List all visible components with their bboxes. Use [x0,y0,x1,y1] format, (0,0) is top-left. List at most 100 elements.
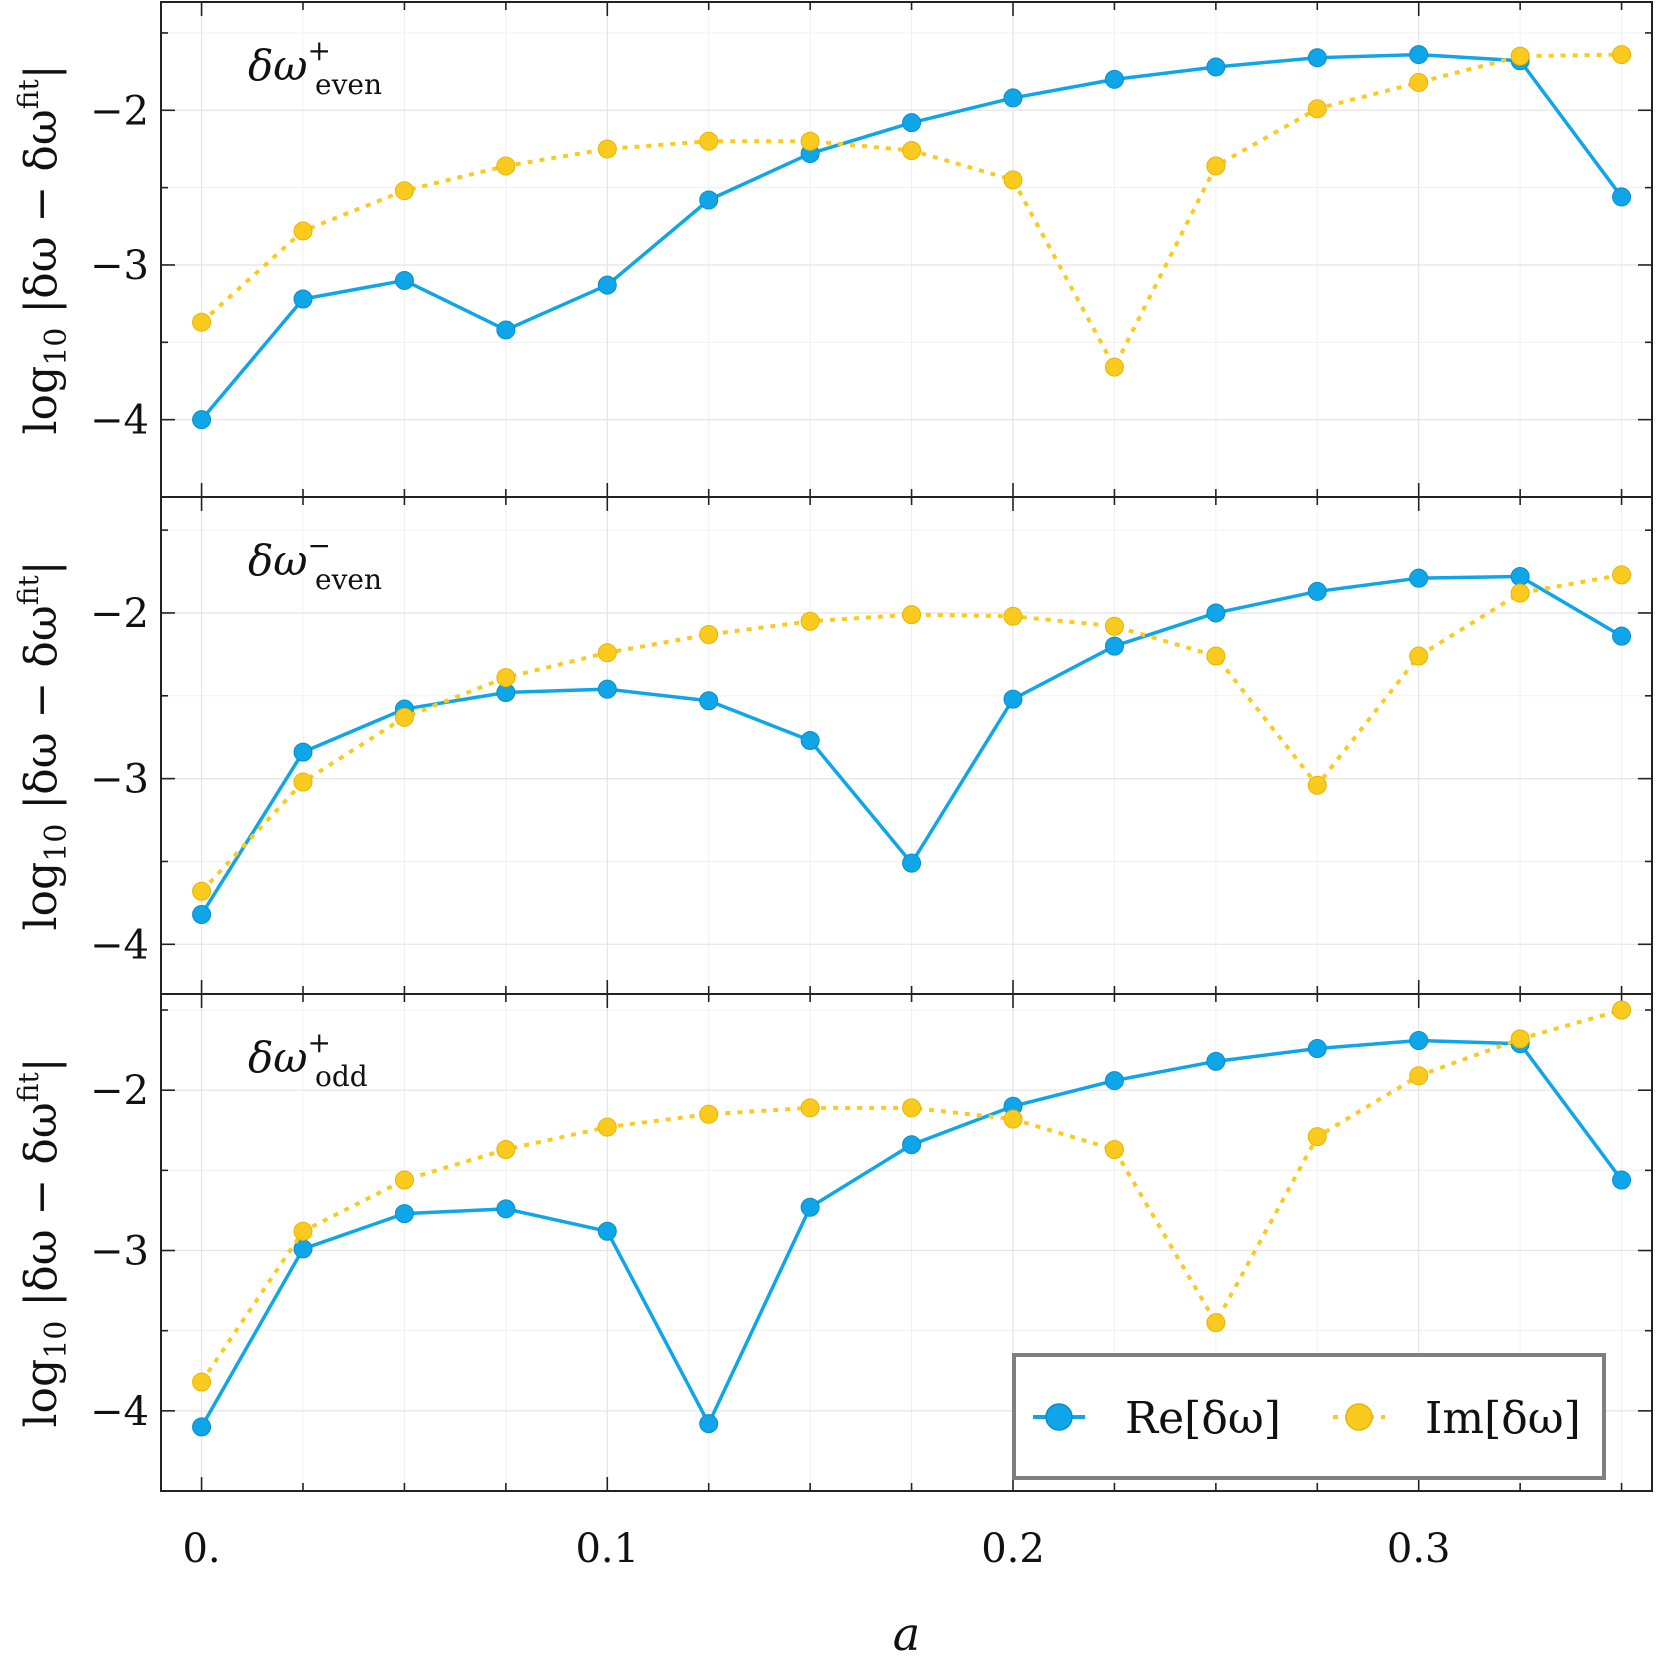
y-tick-label: −2 [90,591,149,637]
y-axis-label: log10 |δω − δωfit| [12,1057,74,1427]
im-data-point [1409,646,1429,666]
im-data-point [800,611,820,631]
re-data-point [394,1204,414,1224]
re-data-point [1612,187,1632,207]
im-data-point [1307,775,1327,795]
panel-3: −4 −3 −2 log10 |δω − δωfit| δω+ odd [12,993,1653,1492]
im-data-point [1307,1127,1327,1147]
im-data-point [394,181,414,201]
im-data-point [902,1098,922,1118]
im-data-point [597,643,617,663]
im-data-point [902,605,922,625]
x-tick-label: 0.1 [575,1526,639,1572]
legend: Re[δω] Im[δω] [1012,1353,1606,1480]
legend-marker [1345,1403,1373,1431]
im-data-point [699,131,719,151]
im-data-point [1510,46,1530,66]
re-data-point [394,270,414,290]
re-data-point [192,410,212,430]
im-data-point [1206,1313,1226,1333]
x-tick-label: 0. [182,1526,220,1572]
im-data-point [293,772,313,792]
panel-frame [160,1,1653,498]
re-data-point [902,1135,922,1155]
y-tick-label: −3 [90,1229,149,1275]
im-data-point [496,1140,516,1160]
re-data-point [1409,1030,1429,1050]
im-data-point [1409,1066,1429,1086]
im-data-point [496,668,516,688]
re-data-point [597,679,617,699]
im-data-point [1104,357,1124,377]
y-tick-label: −4 [90,398,149,444]
re-data-point [1003,689,1023,709]
panel-frame [160,993,1653,1492]
y-tick-label: −3 [90,243,149,289]
re-data-point [597,275,617,295]
re-data-point [1307,581,1327,601]
re-data-point [800,731,820,751]
im-data-point [293,221,313,241]
re-data-point [1206,57,1226,77]
re-data-point [902,113,922,133]
im-data-point [192,312,212,332]
im-data-point [1612,45,1632,65]
panel-1: −4 −3 −2 log10 |δω − δωfit| δω+ even [12,1,1653,498]
legend-label: Re[δω] [1125,1393,1281,1444]
x-tick-label: 0.3 [1387,1526,1451,1572]
re-data-point [800,1197,820,1217]
im-data-point [1206,646,1226,666]
im-data-point [496,156,516,176]
y-tick-label: −3 [90,757,149,803]
im-data-point [394,707,414,727]
im-data-point [293,1221,313,1241]
im-data-point [597,139,617,159]
re-data-point [496,320,516,340]
re-data-point [1307,1039,1327,1059]
re-data-point [699,190,719,210]
re-data-point [1307,48,1327,68]
im-data-point [1104,616,1124,636]
re-data-point [192,1417,212,1437]
re-data-point [293,742,313,762]
im-data-point [597,1117,617,1137]
re-data-point [1104,69,1124,89]
im-data-point [1003,1109,1023,1129]
re-data-point [1206,603,1226,623]
im-data-point [800,131,820,151]
re-data-point [1104,1071,1124,1091]
re-data-point [902,853,922,873]
re-data-point [1409,45,1429,65]
im-data-point [902,141,922,160]
im-data-point [1104,1140,1124,1160]
re-data-point [1104,636,1124,656]
y-axis-label: log10 |δω − δωfit| [12,64,74,434]
im-data-point [1003,606,1023,626]
legend-box [1012,1353,1606,1480]
re-data-point [699,1414,719,1434]
im-data-point [1206,156,1226,176]
im-data-point [1409,72,1429,92]
y-tick-label: −2 [90,1068,149,1114]
y-axis-label: log10 |δω − δωfit| [12,560,74,930]
im-data-point [394,1170,414,1190]
re-data-point [1206,1051,1226,1071]
panel-frame [160,496,1653,995]
x-tick-label: 0.2 [981,1526,1045,1572]
im-data-point [1612,565,1632,585]
im-series-line [200,572,1622,893]
panel-label: δω+ even [248,34,382,101]
re-data-point [496,1199,516,1219]
y-tick-label: −4 [90,922,149,968]
re-data-point [1510,567,1530,587]
x-axis-label: a [893,1607,920,1661]
y-tick-label: −2 [90,88,149,134]
panel-2: −4 −3 −2 log10 |δω − δωfit| δω− even [12,496,1653,995]
im-data-point [1307,99,1327,119]
im-data-point [1003,170,1023,190]
re-data-point [1409,568,1429,588]
im-data-point [1510,583,1530,603]
re-data-point [1612,1170,1632,1190]
